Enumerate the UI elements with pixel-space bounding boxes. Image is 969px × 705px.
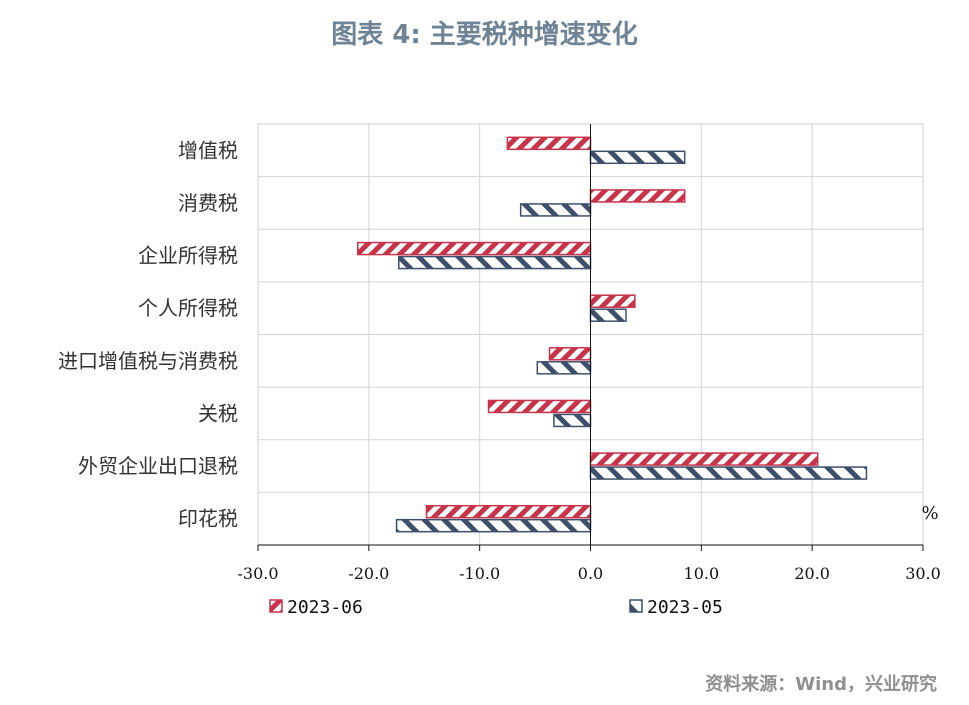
bar-2023-05-7: [395, 518, 592, 533]
x-tick-label: 0.0: [578, 564, 603, 583]
chart-title: 图表 4: 主要税种增速变化: [331, 20, 638, 50]
bar-2023-05-3: [589, 308, 627, 322]
bar-2023-05-2: [398, 255, 592, 270]
category-label: 关税: [198, 401, 238, 425]
x-tick-label: 20.0: [794, 564, 830, 583]
category-label: 增值税: [178, 138, 238, 162]
bar-2023-06-7: [425, 504, 592, 519]
legend-swatch-2023-06: [269, 599, 283, 613]
category-label: 进口增值税与消费税: [58, 349, 238, 373]
x-tick-label: -20.0: [348, 564, 389, 583]
legend-label: 2023-06: [287, 597, 363, 618]
x-tick-label: 10.0: [684, 564, 720, 583]
unit-label: %: [921, 503, 938, 524]
bar-2023-06-1: [589, 189, 686, 203]
bar-2023-05-1: [519, 203, 592, 217]
bar-2023-05-6: [589, 466, 868, 480]
category-label: 个人所得税: [138, 296, 238, 320]
bar-2023-05-5: [553, 413, 592, 428]
x-tick-label: -10.0: [459, 564, 500, 583]
bar-2023-06-0: [506, 136, 592, 151]
bar-2023-05-0: [589, 150, 686, 165]
category-label: 外贸企业出口退税: [78, 454, 238, 478]
source-note: 资料来源：Wind，兴业研究: [705, 674, 937, 695]
bar-2023-05-4: [536, 361, 592, 375]
bar-2023-06-5: [487, 399, 592, 414]
category-label: 消费税: [178, 191, 238, 215]
bar-2023-06-3: [589, 294, 636, 308]
bar-2023-06-2: [357, 241, 592, 256]
category-label: 企业所得税: [138, 244, 238, 268]
legend-swatch-2023-05: [629, 599, 643, 613]
x-tick-label: -30.0: [237, 564, 278, 583]
bar-2023-06-4: [548, 347, 592, 361]
x-tick-label: 30.0: [905, 564, 941, 583]
bar-2023-06-6: [589, 452, 819, 466]
category-label: 印花税: [178, 507, 238, 531]
legend-label: 2023-05: [647, 597, 723, 618]
